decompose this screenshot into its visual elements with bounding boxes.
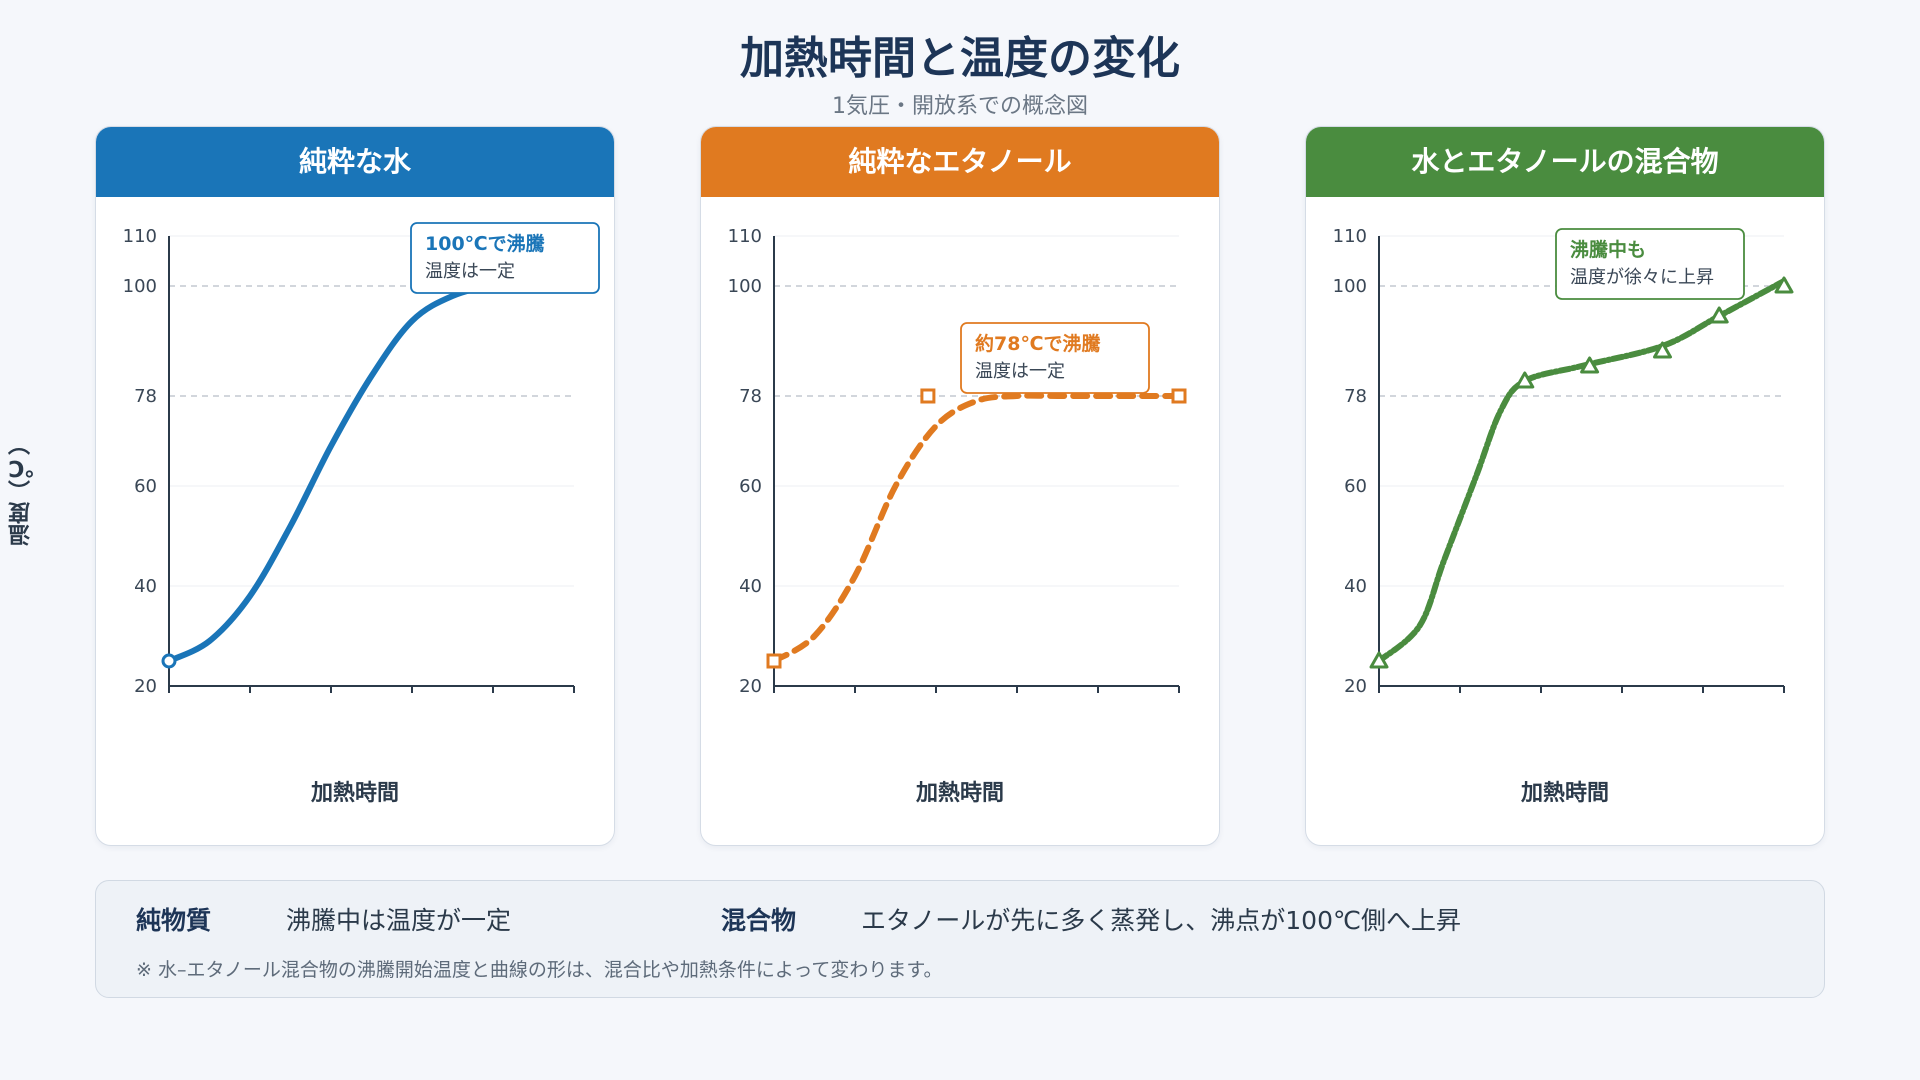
- series-line: [1376, 278, 1787, 664]
- y-tick-label: 60: [739, 476, 762, 497]
- legend-pure-desc: 沸騰中は温度が一定: [286, 906, 512, 935]
- x-axis-label: 加熱時間: [915, 781, 1004, 806]
- data-point: [1774, 276, 1794, 294]
- data-point: [1369, 651, 1389, 669]
- y-tick-label: 100: [1333, 276, 1367, 297]
- legend-mix-key: 混合物: [721, 906, 797, 935]
- y-tick-label: 110: [728, 226, 762, 247]
- x-axis-label: 加熱時間: [310, 781, 399, 806]
- y-tick-label: 40: [134, 576, 157, 597]
- data-point: [1171, 388, 1187, 404]
- chart-panel-mixture: 水とエタノールの混合物 20 40 60 78 100 110 沸騰中も温度が徐々に上昇 加…: [1305, 126, 1825, 846]
- data-point: [1580, 356, 1600, 374]
- y-tick-label: 100: [123, 276, 157, 297]
- annotation-title: 100℃で沸騰: [425, 232, 546, 255]
- panel-title: 水とエタノールの混合物: [1306, 127, 1824, 197]
- legend-box: 純物質 沸騰中は温度が一定 混合物 エタノールが先に多く蒸発し、沸点が100℃側…: [95, 880, 1825, 998]
- annotation-text: 温度は一定: [975, 361, 1065, 382]
- panel-title: 純粋なエタノール: [701, 127, 1219, 197]
- annotation-box: [1555, 228, 1745, 300]
- page-subtitle: 1気圧・開放系での概念図: [832, 94, 1088, 119]
- y-tick-label: 78: [1344, 386, 1367, 407]
- annotation-box: [410, 222, 600, 294]
- y-tick-label: 110: [1333, 226, 1367, 247]
- annotation-title: 沸騰中も: [1570, 238, 1646, 261]
- annotation-text: 温度は一定: [425, 261, 515, 282]
- y-tick-label: 78: [739, 386, 762, 407]
- chart-panel-water: 純粋な水 20 40 60 78 100 110 100℃で沸騰 温度は一定 加熱時間: [95, 126, 615, 846]
- series-line: [166, 282, 577, 664]
- y-tick-label: 20: [739, 676, 762, 697]
- y-tick-label: 60: [134, 476, 157, 497]
- y-axis-label: 温度（℃）: [9, 433, 34, 547]
- y-tick-label: 40: [1344, 576, 1367, 597]
- series-line: [771, 392, 1182, 664]
- annotation-title: 約78℃で沸騰: [975, 332, 1101, 355]
- y-tick-label: 100: [728, 276, 762, 297]
- data-point: [920, 388, 936, 404]
- data-point: [766, 653, 782, 669]
- data-point: [1515, 371, 1535, 389]
- y-tick-label: 60: [1344, 476, 1367, 497]
- data-point: [1709, 306, 1729, 324]
- annotation-box: [960, 322, 1150, 394]
- y-tick-label: 20: [134, 676, 157, 697]
- data-point: [1653, 341, 1672, 359]
- x-axis-label: 加熱時間: [1520, 781, 1609, 806]
- y-tick-label: 78: [134, 386, 157, 407]
- legend-note: ※ 水–エタノール混合物の沸騰開始温度と曲線の形は、混合比や加熱条件によって変わ…: [136, 959, 943, 981]
- data-point: [161, 653, 177, 669]
- y-tick-label: 20: [1344, 676, 1367, 697]
- y-tick-label: 110: [123, 226, 157, 247]
- chart-panel-ethanol: 純粋なエタノール 20 40 60 78 100 110 約78℃で沸騰 温度は一定 加熱時間: [700, 126, 1220, 846]
- page-title: 加熱時間と温度の変化: [740, 33, 1180, 84]
- annotation-text: 温度が徐々に上昇: [1570, 267, 1714, 288]
- legend-mix-desc: エタノールが先に多く蒸発し、沸点が100℃側へ上昇: [861, 906, 1462, 935]
- panel-title: 純粋な水: [96, 127, 614, 197]
- legend-pure-key: 純物質: [136, 906, 212, 935]
- y-tick-label: 40: [739, 576, 762, 597]
